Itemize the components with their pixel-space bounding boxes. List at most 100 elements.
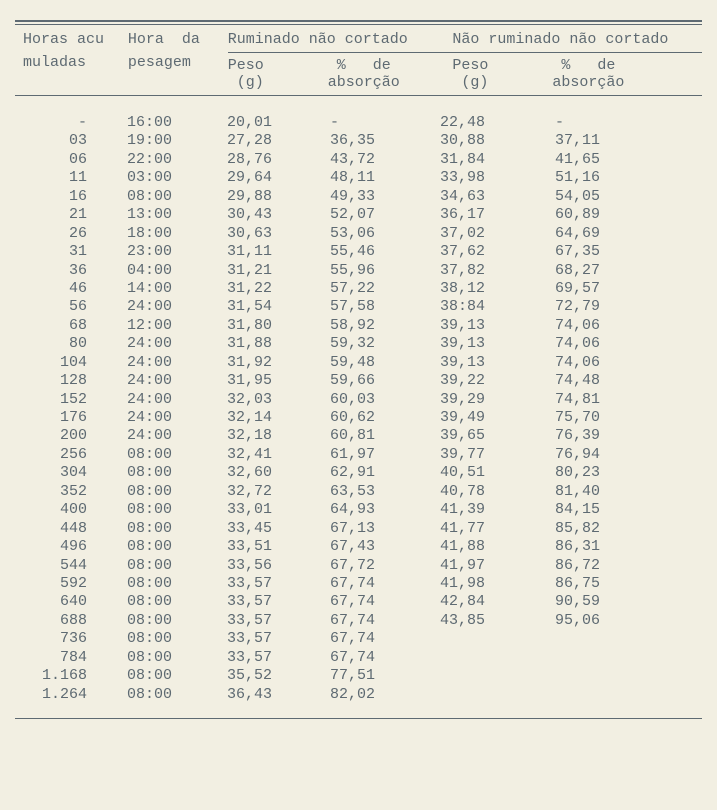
cell-hora: 08:00 [127,501,227,519]
header-rum-abs-l2: absorção [328,74,448,91]
cell-rum-abs: - [330,114,440,132]
cell-nrum-abs: 85,82 [555,520,625,538]
cell-hora: 12:00 [127,317,227,335]
table-row: -16:0020,01-22,48- [17,114,702,132]
cell-hora: 08:00 [127,575,227,593]
table-row: 64008:0033,5767,7442,8490,59 [17,593,702,611]
cell-hora: 24:00 [127,298,227,316]
cell-hora: 08:00 [127,593,227,611]
cell-horas: 68 [17,317,127,335]
table-row: 1.26408:0036,4382,02 [17,686,702,704]
cell-nrum-abs: 75,70 [555,409,625,427]
cell-rum-peso: 31,80 [227,317,330,335]
table-row: 73608:0033,5767,74 [17,630,702,648]
cell-nrum-peso: 39,13 [440,335,555,353]
cell-hora: 08:00 [127,464,227,482]
cell-rum-peso: 33,57 [227,612,330,630]
cell-rum-peso: 31,11 [227,243,330,261]
cell-nrum-abs [555,667,625,685]
header-rum-peso: Peso (g) [228,57,328,91]
cell-nrum-abs: 41,65 [555,151,625,169]
cell-nrum-peso: 39,13 [440,354,555,372]
cell-horas: 1.264 [17,686,127,704]
cell-rum-abs: 67,72 [330,557,440,575]
cell-nrum-peso: 41,39 [440,501,555,519]
cell-rum-abs: 59,48 [330,354,440,372]
cell-nrum-abs: 74,06 [555,335,625,353]
cell-horas: 544 [17,557,127,575]
cell-rum-peso: 31,22 [227,280,330,298]
cell-rum-peso: 31,88 [227,335,330,353]
table-row: 8024:0031,8859,3239,1374,06 [17,335,702,353]
table-row: 6812:0031,8058,9239,1374,06 [17,317,702,335]
cell-horas: 200 [17,427,127,445]
cell-nrum-abs [555,686,625,704]
cell-horas: 06 [17,151,127,169]
cell-nrum-peso: 41,77 [440,520,555,538]
cell-nrum-peso: 39,65 [440,427,555,445]
cell-nrum-abs: 67,35 [555,243,625,261]
cell-hora: 08:00 [127,686,227,704]
cell-rum-abs: 52,07 [330,206,440,224]
cell-horas: 304 [17,464,127,482]
cell-rum-abs: 48,11 [330,169,440,187]
header-rum-peso-l2: (g) [228,74,328,91]
cell-nrum-peso: 30,88 [440,132,555,150]
cell-rum-abs: 55,96 [330,262,440,280]
cell-nrum-abs: 86,75 [555,575,625,593]
cell-nrum-peso [440,686,555,704]
header-nrum-peso-l2: (g) [452,74,552,91]
cell-nrum-peso: 38,12 [440,280,555,298]
cell-horas: 736 [17,630,127,648]
cell-horas: 36 [17,262,127,280]
cell-rum-peso: 32,41 [227,446,330,464]
header-nrum-peso: Peso (g) [452,57,552,91]
cell-nrum-peso: 39,49 [440,409,555,427]
header-rum-abs-l1: % de [328,57,448,74]
table-row: 5624:0031,5457,5838:8472,79 [17,298,702,316]
cell-rum-abs: 60,81 [330,427,440,445]
cell-rum-abs: 36,35 [330,132,440,150]
table-row: 2618:0030,6353,0637,0264,69 [17,225,702,243]
cell-horas: 640 [17,593,127,611]
cell-nrum-peso: 42,84 [440,593,555,611]
cell-rum-abs: 57,22 [330,280,440,298]
table-row: 25608:0032,4161,9739,7776,94 [17,446,702,464]
cell-nrum-peso: 34,63 [440,188,555,206]
cell-horas: 46 [17,280,127,298]
cell-rum-peso: 32,14 [227,409,330,427]
header-col-hora: Hora da pesagem [128,31,228,91]
bottom-rule [15,718,702,719]
cell-rum-abs: 55,46 [330,243,440,261]
cell-rum-abs: 58,92 [330,317,440,335]
header-hora-l1: Hora da [128,31,228,48]
table-row: 54408:0033,5667,7241,9786,72 [17,557,702,575]
cell-hora: 24:00 [127,335,227,353]
cell-nrum-peso: 38:84 [440,298,555,316]
cell-nrum-abs: 95,06 [555,612,625,630]
table-row: 30408:0032,6062,9140,5180,23 [17,464,702,482]
cell-rum-abs: 67,13 [330,520,440,538]
cell-rum-abs: 61,97 [330,446,440,464]
table-row: 10424:0031,9259,4839,1374,06 [17,354,702,372]
cell-nrum-peso: 39,29 [440,391,555,409]
table-row: 4614:0031,2257,2238,1269,57 [17,280,702,298]
cell-horas: 688 [17,612,127,630]
cell-rum-peso: 32,03 [227,391,330,409]
header-nrum-sub: Peso (g) % de absorção [452,57,702,91]
cell-rum-abs: 43,72 [330,151,440,169]
table-row: 20024:0032,1860,8139,6576,39 [17,427,702,445]
cell-horas: 16 [17,188,127,206]
cell-rum-peso: 36,43 [227,686,330,704]
cell-horas: 104 [17,354,127,372]
cell-horas: 80 [17,335,127,353]
table-row: 59208:0033,5767,7441,9886,75 [17,575,702,593]
header-rum-abs: % de absorção [328,57,448,91]
cell-hora: 08:00 [127,520,227,538]
cell-horas: 448 [17,520,127,538]
cell-nrum-peso: 40,78 [440,483,555,501]
cell-nrum-abs: 90,59 [555,593,625,611]
header-mid-rule-1 [228,52,453,53]
cell-rum-peso: 35,52 [227,667,330,685]
cell-nrum-abs [555,630,625,648]
